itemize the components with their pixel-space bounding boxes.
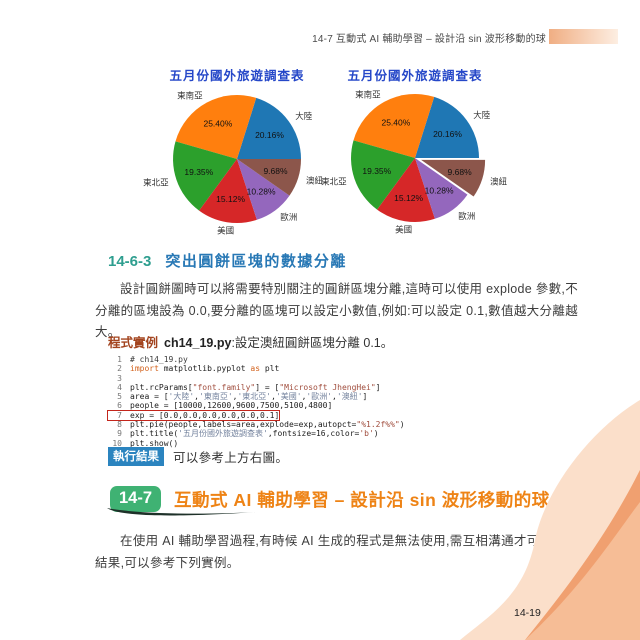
pie-pct: 19.35% [362,166,391,176]
section-title: 突出圓餅區塊的數據分離 [165,253,347,270]
pie-label: 東北亞 [143,177,169,187]
pie-label: 澳紐 [490,177,508,187]
pie-title: 五月份國外旅遊調查表 [169,68,304,83]
pie-pct: 10.28% [425,185,454,195]
chapter-section-badge: 14-7 [107,486,257,516]
pie-slice-2 [173,141,237,211]
corner-decoration [460,400,640,640]
code-line: 10 plt.show() [112,438,179,448]
decor-leaf-medium [525,470,640,640]
execution-result-badge: 執行結果 [108,447,164,466]
pie-pct: 10.28% [247,186,276,196]
code-line: 5 area = ['大陸','東南亞','東北亞','美國','歐洲','澳紐'… [117,392,368,402]
code-line-highlighted: 7 exp = [0.0,0.0,0.0,0.0,0.0,0.1] [106,409,281,422]
pie-slice-0 [237,97,302,159]
pie-slice-2 [351,140,415,210]
pie-pct: 25.40% [203,119,232,129]
pie-title: 五月份國外旅遊調查表 [347,68,482,83]
pie-slice-3 [199,159,257,223]
pie-pct: 9.68% [263,166,288,176]
code-line: 9 plt.title('五月份國外旅遊調查表',fontsize=16,colo… [117,429,379,439]
code-line: 4 plt.rcParams["font.family"] = ["Microso… [117,382,381,392]
chapter-section-title: 互動式 AI 輔助學習 – 設計沿 sin 波形移動的球 [174,489,550,510]
pie-slice-3 [377,158,435,222]
pie-slice-5 [237,159,301,196]
pie-slice-4 [237,159,290,220]
example-filename: ch14_19.py [164,336,232,350]
body-paragraph-ai: 在使用 AI 輔助學習過程,有時候 AI 生成的程式是無法使用,需互相溝通才可以… [95,534,578,570]
pie-label: 大陸 [473,110,491,120]
code-line: 1 # ch14_19.py [117,355,188,364]
pie-slice-1 [175,94,257,159]
page-number: 14-19 [514,607,541,619]
program-example-line: 程式實例 ch14_19.py:設定澳紐圓餅區塊分離 0.1。 [108,332,393,351]
pie-pct: 20.16% [255,130,284,140]
section-heading-14-6-3: 14-6-3 突出圓餅區塊的數據分離 [108,250,347,271]
pie-slice-1 [353,93,435,158]
pie-label: 東北亞 [321,176,347,186]
pie-pct: 9.68% [448,167,473,177]
page-header-running-title: 14-7 互動式 AI 輔助學習 – 設計沿 sin 波形移動的球 [312,34,546,45]
pie-slice-4 [415,158,468,219]
pie-pct: 25.40% [381,118,410,128]
pie-label: 美國 [395,224,412,234]
pie-label: 澳紐 [306,176,324,186]
badge-shadow-swoosh [107,508,257,516]
pie-label: 東南亞 [355,89,381,99]
code-block: 1 # ch14_19.py 2 import matplotlib.pyplot a… [106,355,405,448]
code-line: 3 [117,373,122,383]
chapter-section-number: 14-7 [119,489,153,507]
pie-chart-normal: 五月份國外旅遊調查表 20.16% 大陸 25.40% 東南亞 19.35% 東北亞 15.1… [143,68,324,235]
code-line: 6 people = [10000,12600,9600,7500,5100,48… [117,401,333,411]
pie-label: 歐洲 [458,211,475,221]
body-paragraph-explode: 設計圓餅圖時可以將需要特別關注的圓餅區塊分離,這時可以使用 explode 參數… [95,282,578,339]
pie-pct: 15.12% [394,193,423,203]
pie-label: 歐洲 [280,212,297,222]
pie-chart-exploded: 五月份國外旅遊調查表 20.16% 大陸 25.40% 東南亞 19.35% 東北亞 15.1… [321,68,508,234]
pie-slice-0 [415,96,480,158]
pie-label: 美國 [217,225,234,235]
pie-pct: 20.16% [433,129,462,139]
execution-result-text: 可以參考上方右圖。 [173,451,289,465]
example-label: 程式實例 [108,336,159,350]
example-description: :設定澳紐圓餅區塊分離 0.1。 [231,336,394,350]
pie-label: 東南亞 [177,90,203,100]
section-heading-14-7: 14-7 互動式 AI 輔助學習 – 設計沿 sin 波形移動的球 [107,486,550,516]
execution-result-line: 執行結果 可以參考上方右圖。 [108,447,288,466]
code-line: 8 plt.pie(people,labels=area,explode=exp,… [117,420,405,430]
pie-pct: 15.12% [216,194,245,204]
pie-pct: 19.35% [184,167,213,177]
pie-slice-5 [421,159,486,197]
header-accent-bar [549,29,618,44]
code-line: 2 import matplotlib.pyplot as plt [117,364,280,374]
section-number: 14-6-3 [108,253,152,270]
pie-label: 大陸 [295,111,313,121]
